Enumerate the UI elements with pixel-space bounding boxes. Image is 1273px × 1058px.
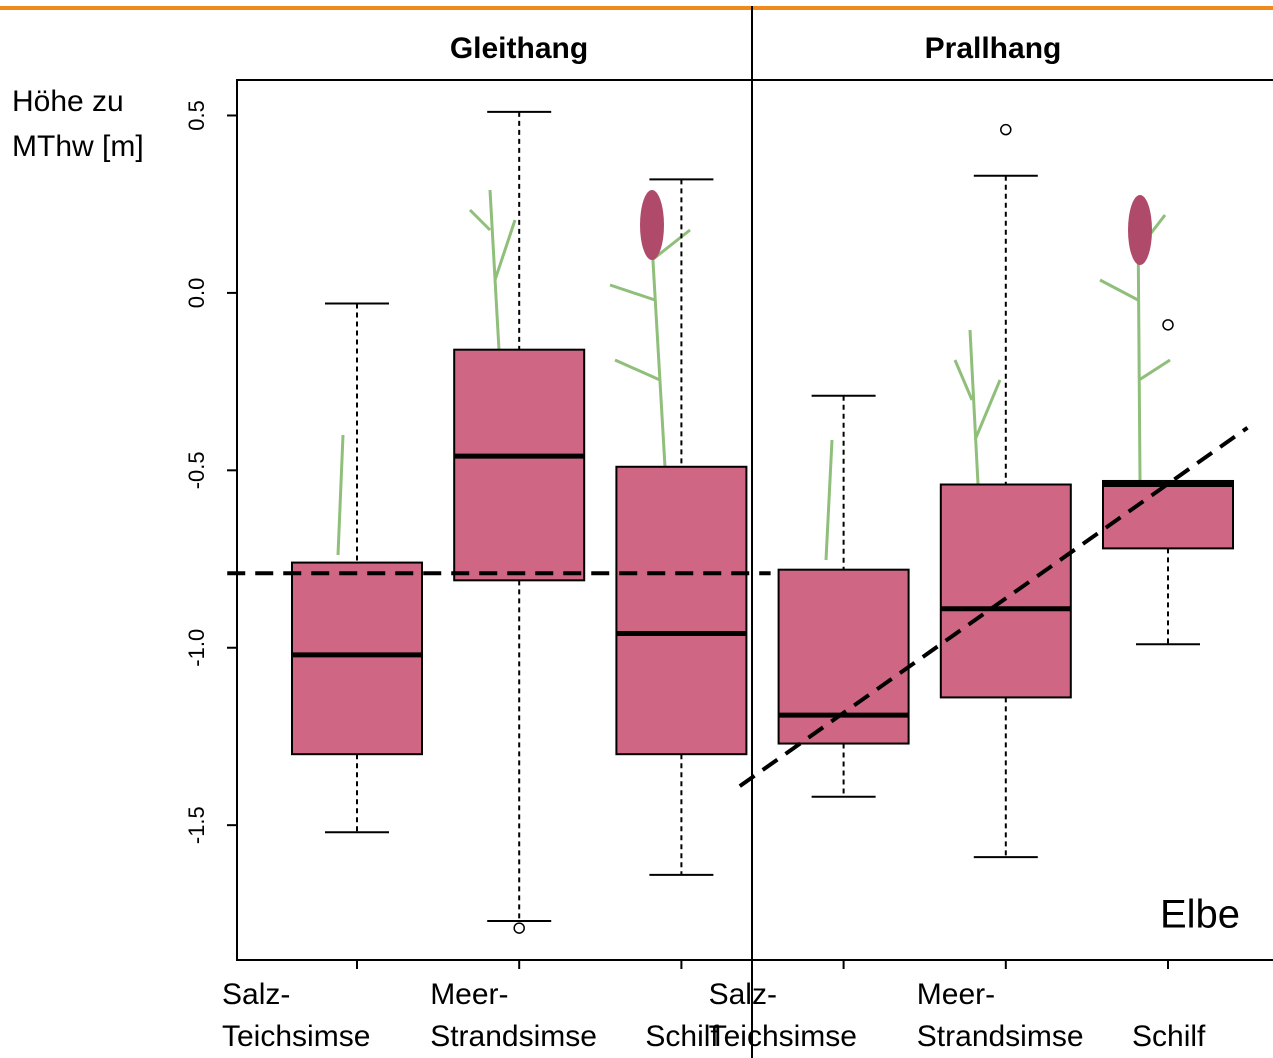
x-tick-label: Strandsimse bbox=[917, 1020, 1084, 1053]
plant-heads bbox=[640, 190, 1152, 265]
x-tick-label: Schilf bbox=[1132, 1020, 1206, 1053]
x-tick-label: Salz- bbox=[222, 978, 290, 1011]
outlier bbox=[514, 923, 524, 933]
y-tick-label: 0.5 bbox=[184, 100, 209, 131]
x-tick-label: Salz- bbox=[709, 978, 777, 1011]
y-tick-label: -1.0 bbox=[184, 629, 209, 667]
box bbox=[616, 467, 746, 754]
outlier bbox=[1001, 125, 1011, 135]
y-tick-label: -0.5 bbox=[184, 451, 209, 489]
top-bar bbox=[0, 6, 1273, 10]
box bbox=[292, 563, 422, 755]
x-tick-label: Teichsimse bbox=[222, 1020, 370, 1053]
box bbox=[941, 485, 1071, 698]
x-tick-label: Teichsimse bbox=[709, 1020, 857, 1053]
y-tick-label: 0.0 bbox=[184, 278, 209, 309]
y-axis-label: Höhe zu bbox=[12, 85, 124, 118]
y-axis-label: MThw [m] bbox=[12, 130, 144, 163]
x-tick-label: Meer- bbox=[917, 978, 995, 1011]
box bbox=[454, 350, 584, 581]
x-tick-label: Strandsimse bbox=[430, 1020, 597, 1053]
panel-title: Prallhang bbox=[925, 32, 1062, 65]
outlier bbox=[1163, 320, 1173, 330]
annotation: Elbe bbox=[1160, 893, 1240, 937]
box bbox=[1103, 481, 1233, 548]
x-tick-label: Meer- bbox=[430, 978, 508, 1011]
panel-title: Gleithang bbox=[450, 32, 588, 65]
chart: Höhe zu MThw [m] Gleithang Prallhang Elb… bbox=[0, 0, 1273, 1058]
y-tick-label: -1.5 bbox=[184, 806, 209, 844]
